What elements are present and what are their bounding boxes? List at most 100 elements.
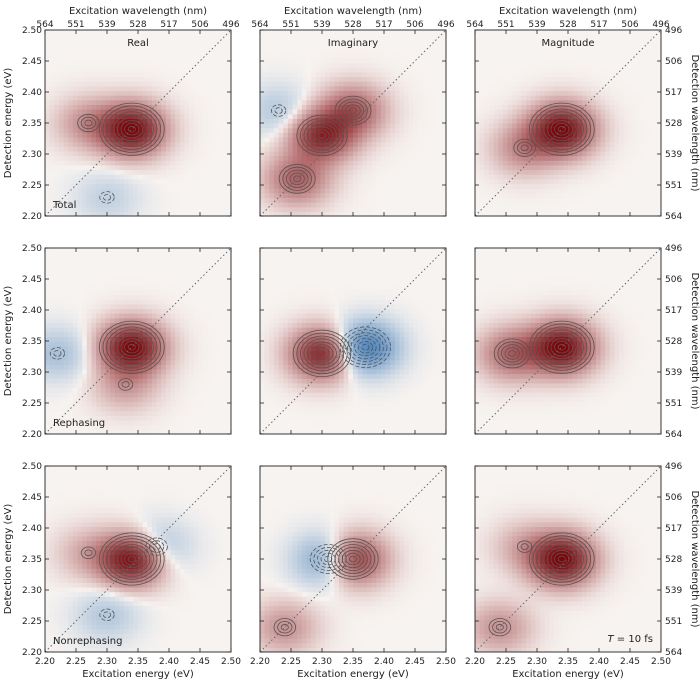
- heatmap-cell: [633, 146, 639, 152]
- heatmap-cell: [72, 109, 79, 115]
- heatmap-cell: [119, 76, 125, 82]
- heatmap-cell: [124, 202, 130, 208]
- heatmap-cell: [348, 136, 354, 143]
- heatmap-cell: [329, 188, 335, 194]
- heatmap-cell: [260, 67, 266, 73]
- heatmap-cell: [100, 34, 107, 40]
- heatmap-cell: [623, 113, 630, 119]
- heatmap-cell: [633, 90, 639, 96]
- heatmap-cell: [273, 150, 280, 157]
- heatmap-cell: [399, 67, 405, 73]
- heatmap-cell: [170, 160, 176, 166]
- heatmap-cell: [264, 127, 270, 133]
- heatmap-cell: [493, 76, 499, 82]
- heatmap-cell: [315, 48, 322, 54]
- heatmap-cell: [96, 146, 102, 152]
- heatmap-cell: [184, 57, 190, 64]
- heatmap-cell: [147, 62, 153, 68]
- heatmap-cell: [226, 90, 231, 96]
- heatmap-cell: [436, 113, 442, 119]
- heatmap-cell: [114, 141, 120, 147]
- heatmap-cell: [147, 202, 153, 208]
- heatmap-cell: [549, 127, 555, 133]
- heatmap-cell: [586, 95, 592, 101]
- heatmap-cell: [586, 192, 592, 198]
- heatmap-cell: [189, 39, 195, 45]
- heatmap-cell: [175, 57, 181, 64]
- heatmap-cell: [605, 30, 611, 36]
- heatmap-cell: [376, 188, 382, 194]
- heatmap-cell: [334, 76, 340, 82]
- heatmap-cell: [475, 206, 481, 212]
- heatmap-cell: [86, 183, 93, 189]
- heatmap-cell: [306, 174, 312, 180]
- heatmap-cell: [488, 109, 495, 115]
- heatmap-cell: [488, 146, 495, 152]
- heatmap-cell: [498, 206, 504, 212]
- heatmap-cell: [77, 136, 83, 143]
- heatmap-cell: [260, 85, 266, 92]
- heatmap-cell: [554, 192, 560, 198]
- heatmap-cell: [380, 62, 387, 68]
- heatmap-cell: [540, 141, 546, 147]
- heatmap-cell: [595, 30, 602, 36]
- heatmap-cell: [68, 183, 74, 189]
- heatmap-cell: [502, 197, 509, 203]
- heatmap-cell: [297, 206, 303, 212]
- heatmap-cell: [339, 104, 345, 110]
- heatmap-cell: [72, 39, 79, 45]
- heatmap-cell: [100, 90, 107, 96]
- heatmap-cell: [203, 81, 209, 87]
- heatmap-cell: [306, 81, 312, 87]
- heatmap-cell: [577, 155, 583, 161]
- contour-ring: [528, 102, 595, 156]
- heatmap-cell: [100, 146, 107, 152]
- heatmap-cell: [54, 76, 60, 82]
- heatmap-cell: [165, 174, 172, 180]
- heatmap-cell: [488, 136, 495, 143]
- heatmap-cell: [100, 43, 107, 50]
- heatmap-cell: [105, 141, 111, 147]
- heatmap-cell: [283, 132, 289, 138]
- heatmap-cell: [385, 30, 391, 36]
- heatmap-cell: [207, 127, 213, 133]
- heatmap-cell: [151, 53, 158, 59]
- heatmap-cell: [110, 76, 116, 82]
- heatmap-cell: [628, 146, 634, 152]
- heatmap-cell: [418, 155, 424, 161]
- heatmap-cell: [82, 132, 88, 138]
- heatmap-cell: [366, 109, 373, 115]
- heatmap-cell: [63, 123, 69, 129]
- heatmap-cell: [498, 123, 504, 129]
- heatmap-cell: [623, 104, 630, 110]
- heatmap-cell: [114, 71, 120, 78]
- heatmap-cell: [418, 39, 424, 45]
- heatmap-cell: [549, 192, 555, 198]
- heatmap-cell: [320, 174, 326, 180]
- heatmap-cell: [586, 197, 592, 203]
- heatmap-cell: [325, 43, 331, 50]
- heatmap-cell: [124, 192, 130, 198]
- heatmap-cell: [221, 81, 227, 87]
- heatmap-cell: [193, 85, 200, 92]
- heatmap-cell: [100, 39, 107, 45]
- heatmap-cell: [572, 202, 578, 208]
- heatmap-cell: [404, 81, 410, 87]
- heatmap-cell: [595, 141, 602, 147]
- heatmap-cell: [427, 188, 433, 194]
- heatmap-cell: [165, 62, 172, 68]
- heatmap-cell: [119, 57, 125, 64]
- heatmap-cell: [357, 76, 363, 82]
- heatmap-cell: [390, 206, 396, 212]
- heatmap-cell: [404, 155, 410, 161]
- heatmap-cell: [77, 57, 83, 64]
- heatmap-cell: [614, 43, 620, 50]
- heatmap-cell: [86, 113, 93, 119]
- heatmap-cell: [283, 113, 289, 119]
- heatmap-cell: [72, 202, 79, 208]
- heatmap-cell: [334, 90, 340, 96]
- heatmap-cell: [399, 169, 405, 175]
- heatmap-cell: [58, 202, 65, 208]
- heatmap-cell: [217, 90, 223, 96]
- heatmap-cell: [628, 211, 634, 216]
